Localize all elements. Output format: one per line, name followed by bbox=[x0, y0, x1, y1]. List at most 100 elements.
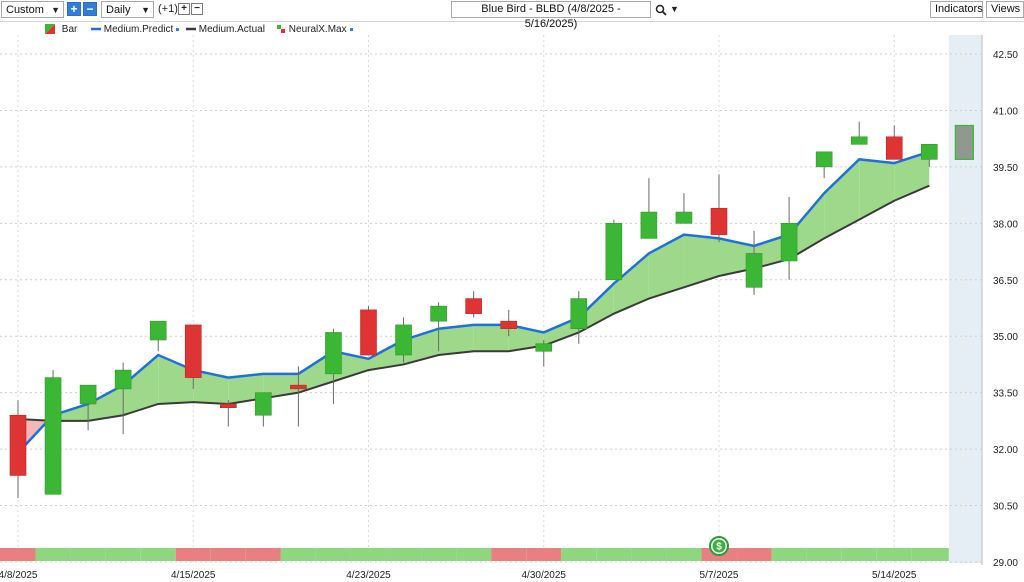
fill-band-segment bbox=[824, 159, 860, 239]
signal-strip-segment bbox=[631, 548, 667, 561]
candle-body bbox=[9, 414, 27, 476]
candle-body bbox=[570, 298, 588, 329]
signal-strip-segment bbox=[421, 548, 457, 561]
signal-strip-segment bbox=[280, 548, 316, 561]
y-tick-label: 38.00 bbox=[993, 219, 1018, 230]
candle-body bbox=[255, 392, 272, 416]
candle-body bbox=[850, 136, 868, 145]
symbol-title[interactable]: Blue Bird - BLBD (4/8/2025 - 5/16/2025) bbox=[451, 1, 651, 30]
candle-body bbox=[675, 211, 693, 224]
candle-body bbox=[535, 343, 553, 352]
signal-strip-segment bbox=[105, 548, 141, 561]
range-select-value: Custom bbox=[6, 4, 44, 16]
y-tick-label: 32.00 bbox=[993, 445, 1018, 456]
candle-body bbox=[605, 223, 623, 281]
candle-body bbox=[500, 320, 518, 329]
fill-band-segment bbox=[683, 234, 719, 288]
chevron-down-icon: ▼ bbox=[141, 5, 150, 15]
candle-body bbox=[430, 305, 447, 322]
signal-strip-segment bbox=[911, 548, 949, 561]
fill-band-segment bbox=[368, 339, 404, 371]
predicted-line bbox=[17, 150, 930, 454]
candle-body bbox=[780, 223, 798, 262]
signal-strip-segment bbox=[70, 548, 106, 561]
dividend-marker-label: $ bbox=[716, 542, 722, 553]
signal-strip-segment bbox=[245, 548, 281, 561]
fill-band-segment bbox=[333, 351, 369, 382]
candle-body bbox=[44, 377, 62, 495]
zoom-out-button[interactable]: − bbox=[83, 2, 97, 16]
views-button[interactable]: Views bbox=[986, 1, 1024, 18]
chevron-down-icon: ▼ bbox=[51, 5, 60, 15]
y-tick-label: 41.00 bbox=[993, 106, 1018, 117]
y-tick-label: 30.50 bbox=[993, 502, 1018, 513]
y-tick-label: 35.00 bbox=[993, 332, 1018, 343]
candle-body bbox=[710, 207, 728, 235]
neuralx-swatch-icon bbox=[277, 25, 285, 34]
fill-band-segment bbox=[789, 193, 825, 260]
interval-select-value: Daily bbox=[106, 4, 131, 16]
legend-bar[interactable]: Bar bbox=[45, 23, 77, 37]
indicators-button[interactable]: Indicators bbox=[930, 1, 983, 18]
legend-bar-label: Bar bbox=[61, 24, 78, 35]
candle-body bbox=[745, 253, 763, 288]
dividend-marker-inner bbox=[712, 539, 726, 553]
x-tick-label: 4/15/2025 bbox=[171, 570, 216, 581]
signal-strip-segment bbox=[210, 548, 246, 561]
fill-band-segment bbox=[859, 159, 895, 220]
dividend-marker bbox=[709, 536, 729, 556]
signal-strip-segment bbox=[841, 548, 877, 561]
signal-strip-segment bbox=[736, 548, 772, 561]
candle-body bbox=[465, 298, 482, 314]
offset-increase-button[interactable]: + bbox=[178, 3, 190, 15]
fill-band-segment bbox=[18, 415, 54, 453]
x-tick-label: 4/8/2025 bbox=[0, 570, 38, 581]
bar-swatch-icon bbox=[45, 24, 55, 35]
fill-band-segment bbox=[298, 351, 334, 393]
zoom-in-button[interactable]: + bbox=[67, 2, 81, 16]
offset-decrease-button[interactable]: − bbox=[191, 3, 203, 15]
range-select[interactable]: Custom ▼ bbox=[1, 1, 64, 18]
candle-body bbox=[220, 403, 237, 409]
fill-band-segment bbox=[543, 317, 579, 346]
legend-neuralx-label: NeuralX.Max bbox=[288, 24, 347, 35]
fill-band-segment bbox=[438, 324, 474, 356]
candle-body bbox=[184, 324, 202, 378]
candle-body bbox=[920, 144, 938, 160]
x-tick-label: 5/14/2025 bbox=[872, 570, 917, 581]
legend-neuralx[interactable]: NeuralX.Max bbox=[276, 23, 353, 37]
signal-strip-segment bbox=[175, 548, 211, 561]
candle-body bbox=[290, 384, 307, 390]
y-tick-label: 36.50 bbox=[993, 276, 1018, 287]
candle-body bbox=[114, 369, 132, 390]
signal-strip-segment bbox=[876, 548, 912, 561]
actual-line bbox=[17, 184, 930, 422]
chevron-down-icon[interactable]: ▼ bbox=[670, 4, 679, 14]
candle-body bbox=[325, 332, 342, 375]
candle-body bbox=[79, 384, 97, 405]
signal-strip-segment bbox=[701, 548, 737, 561]
signal-strip-segment bbox=[771, 548, 807, 561]
fill-band-segment bbox=[53, 403, 89, 421]
legend-predicted-label: Medium.Predict bbox=[103, 24, 174, 35]
legend-actual-label: Medium.Actual bbox=[198, 24, 265, 35]
interval-select[interactable]: Daily ▼ bbox=[101, 1, 154, 18]
toolbar: Custom ▼ + − Daily ▼ (+1) + − Blue Bird … bbox=[0, 0, 1024, 30]
y-tick-label: 39.50 bbox=[993, 163, 1018, 174]
fill-band-segment bbox=[88, 385, 124, 421]
search-icon[interactable] bbox=[655, 4, 667, 16]
candle-body bbox=[360, 309, 377, 356]
legend-predicted[interactable]: Medium.Predict bbox=[91, 23, 180, 37]
fill-band-segment bbox=[473, 324, 509, 352]
x-tick-label: 4/30/2025 bbox=[522, 570, 567, 581]
signal-strip-segment bbox=[806, 548, 842, 561]
signal-strip-segment bbox=[350, 548, 387, 561]
fill-band-segment bbox=[123, 355, 159, 416]
x-tick-label: 4/23/2025 bbox=[346, 570, 391, 581]
fill-band-segment bbox=[158, 355, 194, 404]
signal-strip-segment bbox=[561, 548, 597, 561]
signal-strip-segment bbox=[140, 548, 176, 561]
indicators-label: Indicators bbox=[935, 3, 983, 15]
legend-actual[interactable]: Medium.Actual bbox=[186, 23, 265, 37]
